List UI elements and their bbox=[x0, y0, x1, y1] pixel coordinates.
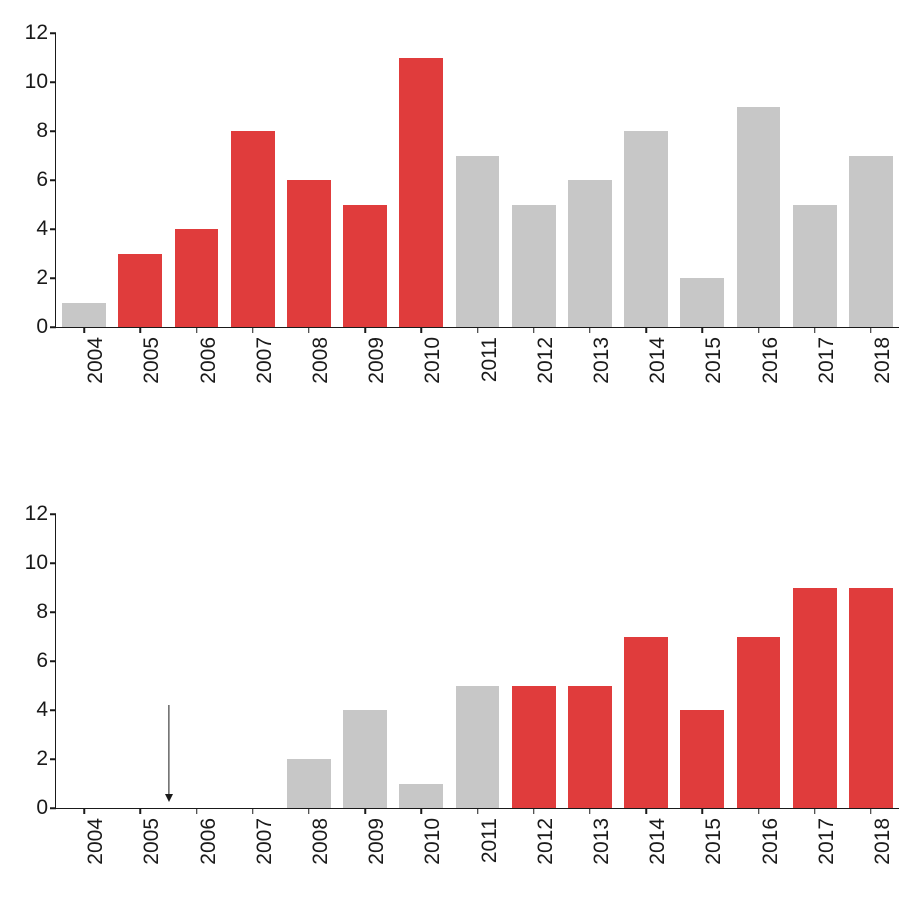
xtick-label: 2006 bbox=[197, 818, 221, 865]
bar bbox=[568, 686, 612, 809]
xtick-mark bbox=[364, 808, 366, 814]
xtick-label: 2010 bbox=[421, 818, 445, 865]
xtick-label: 2011 bbox=[478, 818, 502, 863]
ytick-label: 10 bbox=[25, 551, 56, 575]
xtick-mark bbox=[870, 808, 872, 814]
arrow-down-icon bbox=[168, 705, 169, 802]
page: { "layout": { "page_width": 920, "page_h… bbox=[0, 0, 920, 902]
bar bbox=[343, 710, 387, 808]
xtick-label: 2015 bbox=[702, 818, 726, 865]
xtick-mark bbox=[421, 808, 423, 814]
xtick-label: 2008 bbox=[309, 818, 333, 865]
xtick-mark bbox=[308, 808, 310, 814]
ytick-label: 8 bbox=[36, 600, 56, 624]
bar bbox=[680, 710, 724, 808]
plot-area: 0246810122004200520062007200820092010201… bbox=[55, 514, 899, 809]
xtick-label: 2012 bbox=[534, 818, 558, 865]
xtick-mark bbox=[477, 808, 479, 814]
bar-chart-bottom: 0 2 4 6 8 10 12 2004 2005 2006 2007 2008 2009 2010 201… bbox=[0, 0, 920, 902]
xtick-label: 2014 bbox=[646, 818, 670, 865]
ytick-label: 12 bbox=[25, 502, 56, 526]
bar bbox=[287, 759, 331, 808]
arrow-shaft bbox=[168, 705, 169, 795]
xtick-label: 2009 bbox=[365, 818, 389, 865]
bar bbox=[793, 588, 837, 809]
xtick-mark bbox=[758, 808, 760, 814]
xtick-label: 2007 bbox=[253, 818, 277, 865]
bar bbox=[737, 637, 781, 809]
bar bbox=[624, 637, 668, 809]
xtick-mark bbox=[252, 808, 254, 814]
xtick-label: 2016 bbox=[759, 818, 783, 865]
xtick-mark bbox=[140, 808, 142, 814]
xtick-label: 2004 bbox=[84, 818, 108, 865]
xtick-mark bbox=[533, 808, 535, 814]
xtick-label: 2017 bbox=[815, 818, 839, 865]
xtick-mark bbox=[702, 808, 704, 814]
xtick-label: 2018 bbox=[871, 818, 895, 865]
ytick-label: 6 bbox=[36, 649, 56, 673]
xtick-mark bbox=[645, 808, 647, 814]
xtick-mark bbox=[814, 808, 816, 814]
ytick-label: 0 bbox=[36, 796, 56, 820]
xtick-mark bbox=[196, 808, 198, 814]
bar bbox=[512, 686, 556, 809]
ytick-label: 2 bbox=[36, 747, 56, 771]
ytick-label: 4 bbox=[36, 698, 56, 722]
xtick-mark bbox=[83, 808, 85, 814]
xtick-mark bbox=[589, 808, 591, 814]
bar bbox=[399, 784, 443, 809]
arrow-head-icon bbox=[165, 794, 173, 802]
xtick-label: 2005 bbox=[140, 818, 164, 865]
bar bbox=[456, 686, 500, 809]
bar bbox=[849, 588, 893, 809]
xtick-label: 2013 bbox=[590, 818, 614, 865]
